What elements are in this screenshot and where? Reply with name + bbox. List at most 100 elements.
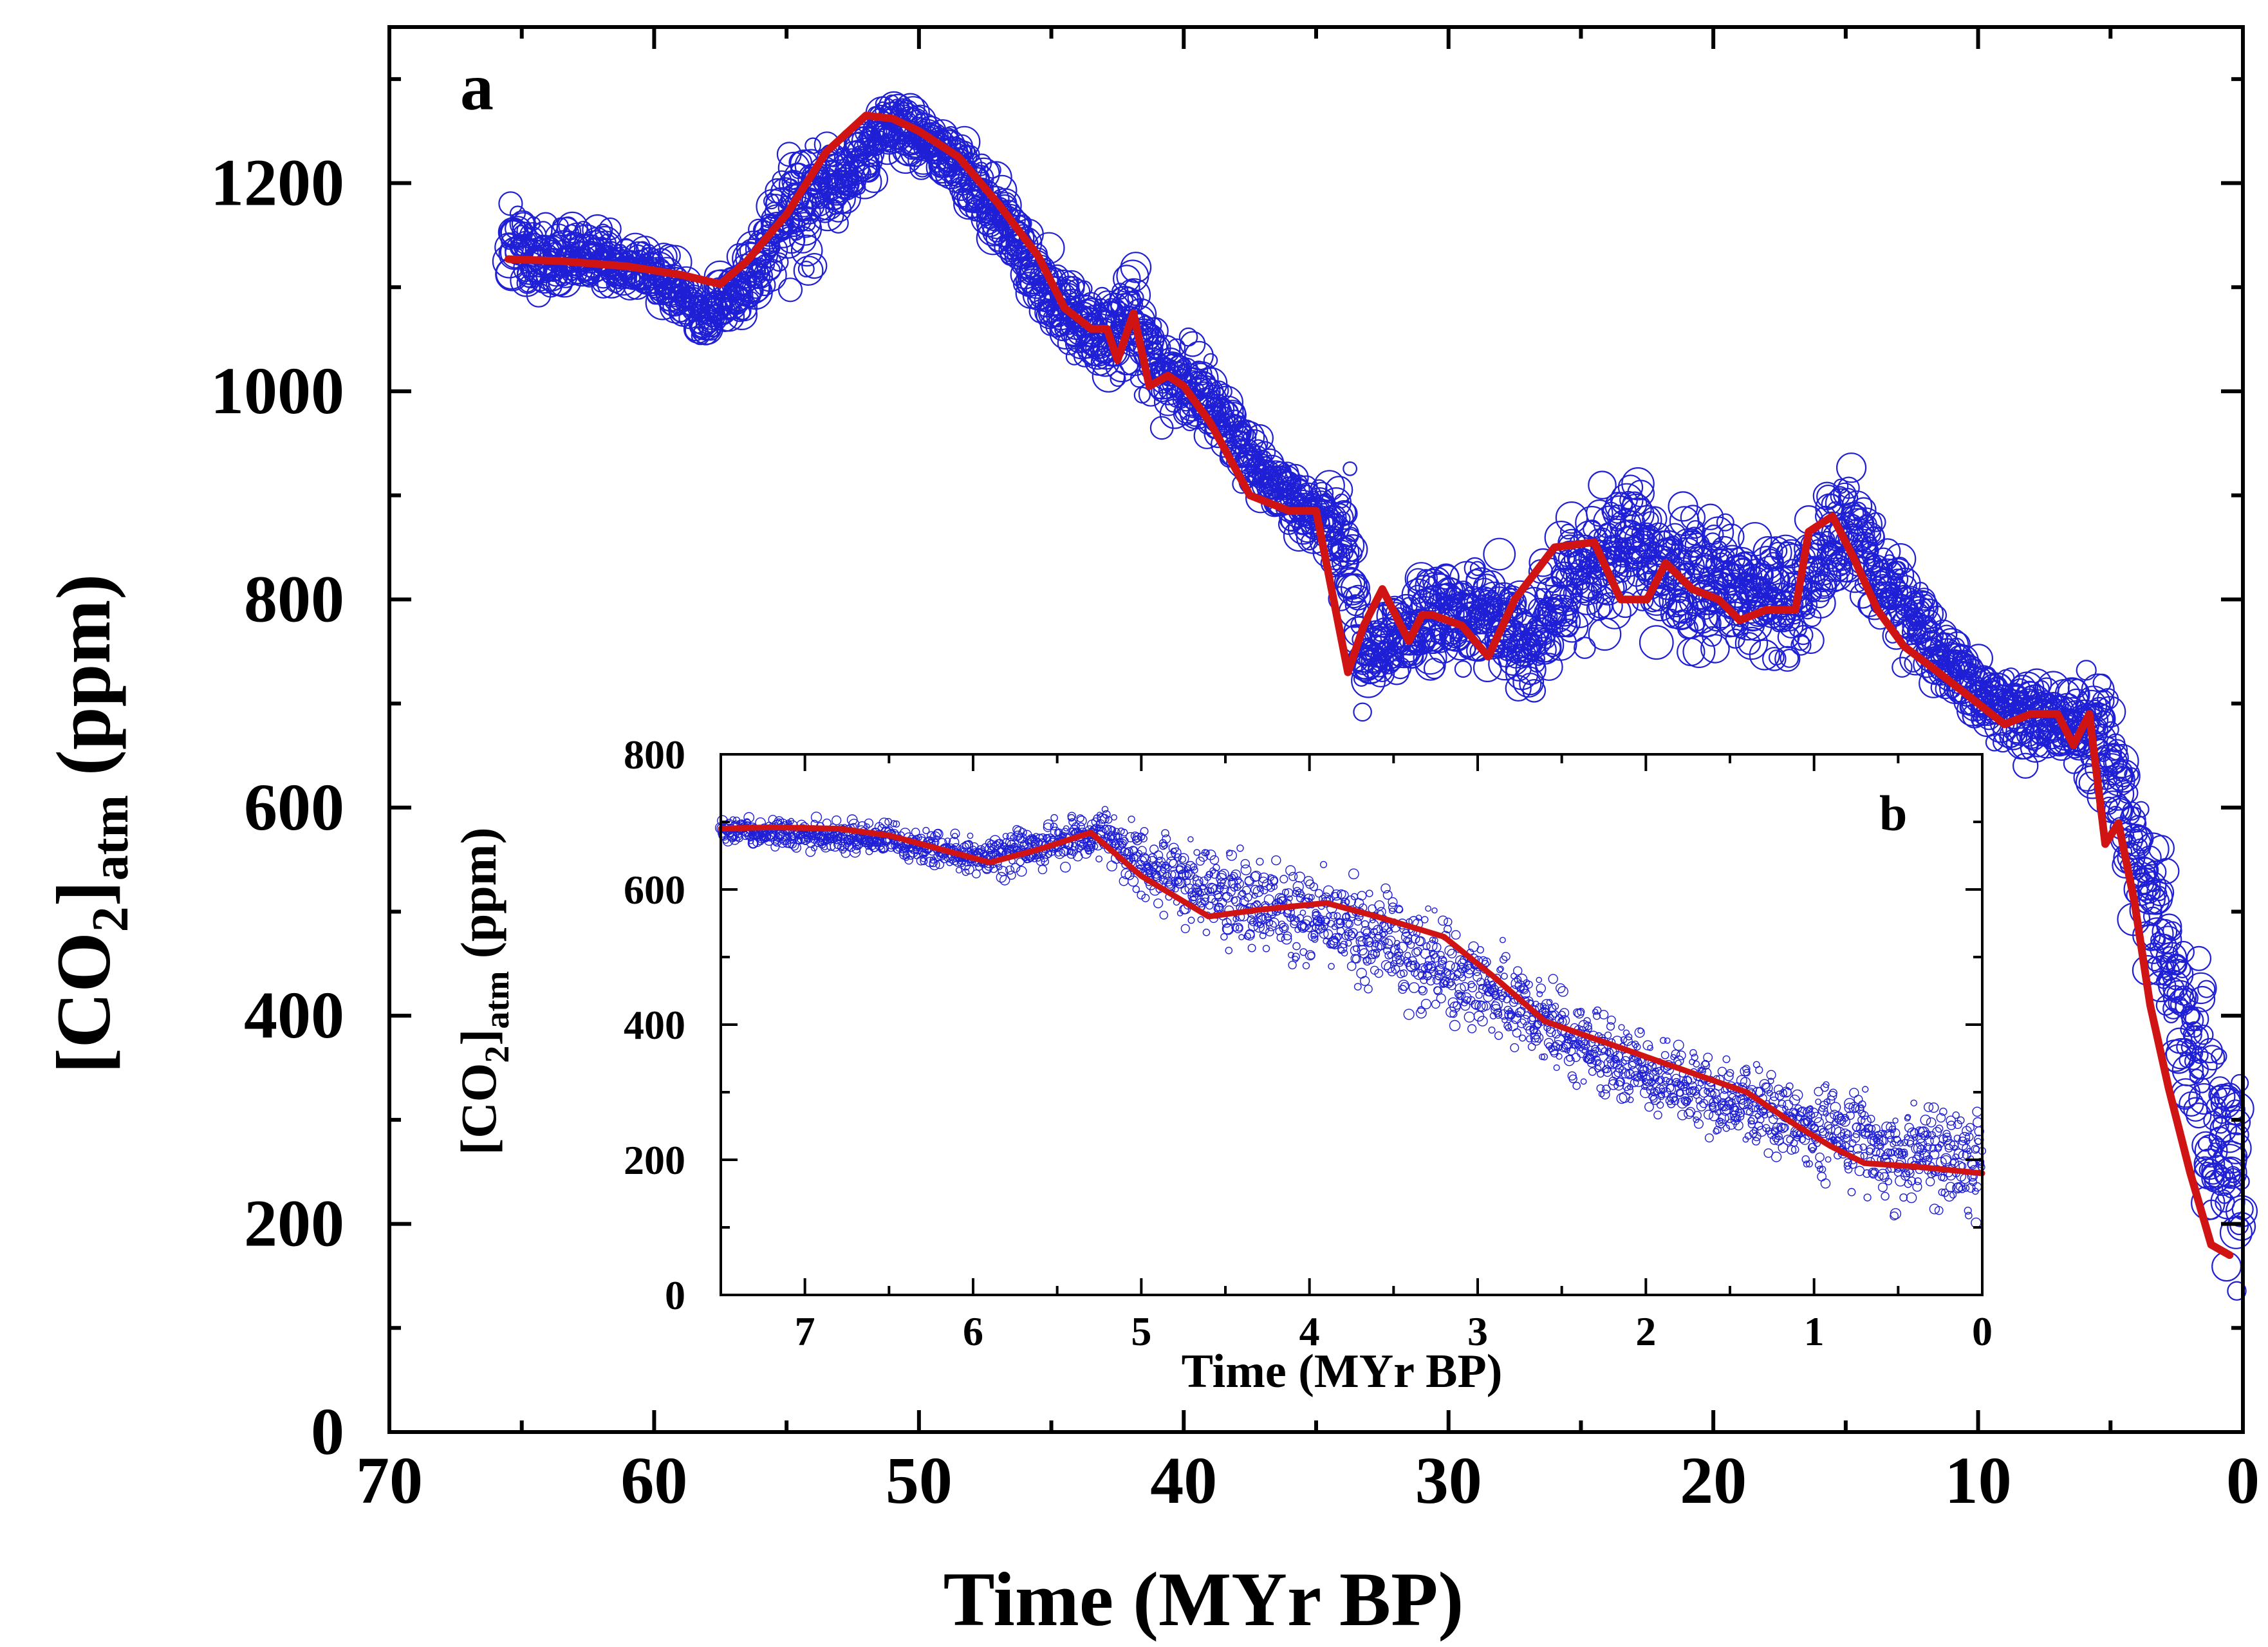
main-scatter-point xyxy=(1702,516,1734,549)
inset-scatter-point xyxy=(1391,964,1400,974)
inset-scatter-point xyxy=(1864,1124,1873,1133)
inset-scatter-point xyxy=(1265,918,1274,927)
inset-scatter-point xyxy=(1742,1065,1751,1073)
main-y-tick-label: 800 xyxy=(244,562,344,636)
inset-scatter-point xyxy=(1329,911,1337,920)
inset-scatter-point xyxy=(1766,1070,1776,1080)
inset-scatter-point xyxy=(1541,1004,1550,1014)
main-scatter-point xyxy=(1621,493,1652,525)
main-scatter-point xyxy=(1488,647,1521,681)
inset-scatter-point xyxy=(1499,955,1508,964)
inset-scatter-point xyxy=(1612,1056,1620,1064)
inset-scatter-point xyxy=(1881,1191,1890,1201)
inset-scatter-point xyxy=(846,814,858,826)
main-scatter-point xyxy=(1910,591,1938,619)
main-scatter-point xyxy=(1210,431,1238,458)
main-scatter-point xyxy=(2152,886,2168,901)
inset-scatter-point xyxy=(1395,906,1404,914)
main-scatter-point xyxy=(1643,587,1678,622)
inset-scatter-point xyxy=(1336,927,1345,935)
inset-scatter-point xyxy=(1866,1115,1875,1123)
main-scatter-point xyxy=(2215,1140,2248,1174)
inset-scatter-point xyxy=(1298,891,1306,898)
main-scatter-point xyxy=(2106,739,2128,761)
inset-scatter-point xyxy=(1702,1059,1709,1068)
main-scatter-point xyxy=(801,253,828,279)
inset-scatter-point xyxy=(1191,887,1202,898)
inset-scatter-point xyxy=(1529,1014,1536,1022)
main-y-tick-label: 1000 xyxy=(210,354,344,428)
main-scatter-point xyxy=(1535,653,1563,681)
inset-scatter-point xyxy=(1684,1075,1693,1084)
inset-scatter-point xyxy=(1284,888,1294,898)
main-scatter-point xyxy=(1343,526,1359,543)
inset-scatter-point xyxy=(1680,1096,1689,1105)
inset-scatter-point xyxy=(1877,1182,1888,1193)
main-scatter-point xyxy=(1216,383,1232,400)
inset-scatter-point xyxy=(1338,890,1349,901)
inset-scatter-point xyxy=(1886,1148,1895,1157)
inset-scatter-point xyxy=(1375,932,1383,940)
main-scatter-point xyxy=(1571,571,1591,591)
inset-scatter-point xyxy=(1099,814,1110,824)
inset-scatter-point xyxy=(1810,1112,1823,1124)
main-y-tick-label: 600 xyxy=(244,770,344,844)
inset-scatter-point xyxy=(1232,922,1243,934)
inset-scatter-point xyxy=(1615,1077,1626,1087)
inset-scatter-point xyxy=(1583,1021,1592,1030)
inset-scatter-point xyxy=(743,812,755,823)
inset-scatter-point xyxy=(1717,1119,1724,1126)
main-scatter-point xyxy=(1141,317,1169,345)
inset-scatter-point xyxy=(1276,933,1285,942)
inset-scatter-point xyxy=(1420,998,1432,1010)
inset-scatter-point xyxy=(1382,938,1393,949)
inset-scatter-point xyxy=(1060,861,1071,873)
inset-scatter-point xyxy=(1309,882,1319,891)
inset-scatter-point xyxy=(1820,1083,1829,1092)
inset-scatter-point xyxy=(1648,1070,1660,1081)
main-x-tick-label: 70 xyxy=(356,1444,423,1518)
main-scatter-point xyxy=(1642,506,1668,532)
inset-scatter-point xyxy=(1197,890,1204,897)
main-scatter-point xyxy=(1840,501,1864,526)
main-scatter-point xyxy=(772,170,792,191)
inset-scatter-point xyxy=(1259,932,1267,940)
inset-scatter-point xyxy=(1546,999,1553,1005)
inset-scatter-point xyxy=(982,850,989,857)
inset-scatter-point xyxy=(1311,935,1319,943)
inset-scatter-point xyxy=(1767,1077,1774,1084)
inset-scatter-point xyxy=(1209,855,1220,865)
inset-scatter-point xyxy=(1747,1117,1755,1125)
main-scatter-point xyxy=(2186,1102,2212,1129)
inset-scatter-point xyxy=(1805,1160,1813,1168)
inset-scatter-point xyxy=(1843,1162,1852,1170)
inset-scatter-point xyxy=(1755,1066,1763,1074)
main-scatter-point xyxy=(2217,1189,2232,1204)
inset-scatter-point xyxy=(1659,1037,1667,1044)
inset-scatter-point xyxy=(1751,1137,1760,1146)
main-scatter-point xyxy=(2166,985,2185,1003)
inset-scatter-point xyxy=(1425,905,1432,912)
main-scatter-point xyxy=(2227,1281,2247,1301)
inset-scatter-point xyxy=(1328,963,1335,970)
inset-scatter-point xyxy=(1256,857,1264,866)
main-scatter-point xyxy=(1151,335,1181,364)
inset-scatter-point xyxy=(1132,885,1140,893)
inset-scatter-point xyxy=(933,828,943,840)
main-scatter-point xyxy=(1076,280,1093,297)
main-scatter-point xyxy=(599,217,622,241)
inset-scatter-point xyxy=(832,815,842,826)
inset-scatter-point xyxy=(1673,1039,1684,1051)
inset-scatter-point xyxy=(1512,966,1523,976)
inset-scatter-point xyxy=(1660,1051,1669,1059)
inset-scatter-point xyxy=(1415,1007,1427,1019)
inset-scatter-point xyxy=(1606,1022,1615,1031)
inset-scatter-point xyxy=(1167,870,1176,879)
inset-scatter-point xyxy=(890,820,898,828)
inset-scatter-point xyxy=(1266,920,1277,931)
inset-scatter-point xyxy=(1839,1128,1850,1139)
inset-scatter-point xyxy=(1128,846,1138,855)
main-scatter-point xyxy=(2011,731,2039,760)
inset-scatter-point xyxy=(1618,1024,1625,1031)
inset-scatter-point xyxy=(1314,889,1323,898)
